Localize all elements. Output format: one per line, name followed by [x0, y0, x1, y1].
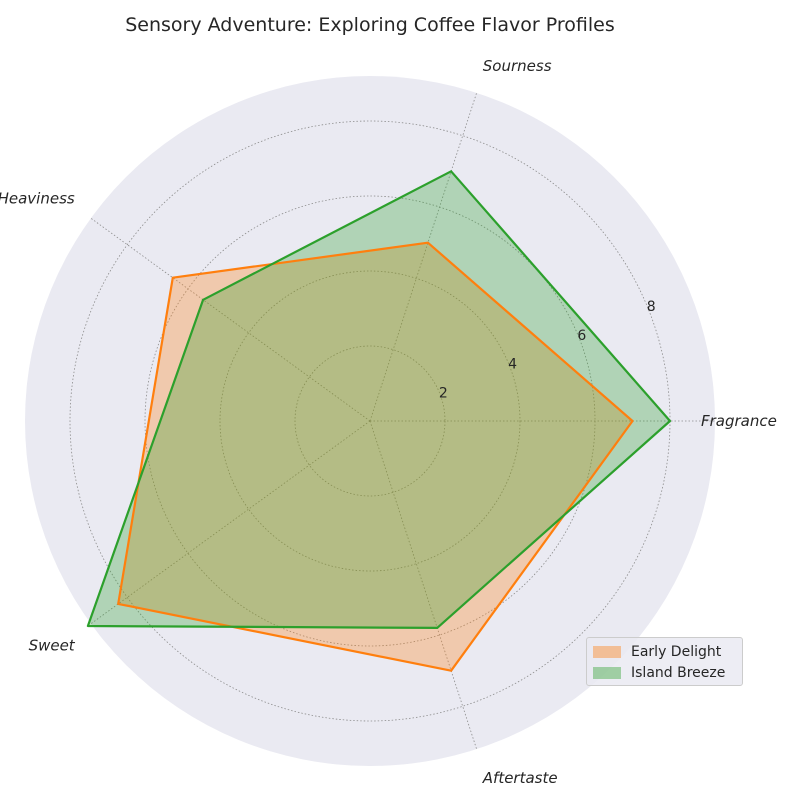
axis-label-sourness: Sourness [483, 57, 552, 75]
axis-label-fragrance: Fragrance [701, 412, 777, 430]
r-tick-label-6: 6 [577, 328, 586, 344]
series-area-0 [118, 242, 633, 671]
legend-swatch-0 [593, 645, 621, 658]
series-area-1 [87, 171, 670, 628]
grid-ring-4 [219, 270, 521, 572]
series-line-1 [86, 170, 672, 630]
grid-spoke-1 [369, 92, 477, 422]
legend-item-1: Island Breeze [593, 662, 736, 683]
legend-swatch-1 [593, 666, 621, 679]
legend-label-1: Island Breeze [631, 664, 726, 681]
legend-label-0: Early Delight [631, 643, 722, 660]
grid-spoke-3 [90, 420, 371, 625]
grid-spoke-2 [90, 217, 371, 422]
series-line-0 [117, 241, 634, 672]
legend: Early Delight Island Breeze [586, 637, 743, 686]
axis-label-heaviness: Heaviness [0, 189, 75, 207]
grid-spoke-4 [369, 420, 477, 750]
r-tick-label-2: 2 [439, 385, 448, 401]
r-tick-label-8: 8 [647, 299, 656, 315]
r-tick-label-4: 4 [508, 357, 517, 373]
axis-label-sweet: Sweet [29, 637, 76, 655]
chart-title: Sensory Adventure: Exploring Coffee Flav… [125, 14, 615, 36]
legend-item-0: Early Delight [593, 641, 736, 662]
axis-label-aftertaste: Aftertaste [482, 769, 558, 787]
